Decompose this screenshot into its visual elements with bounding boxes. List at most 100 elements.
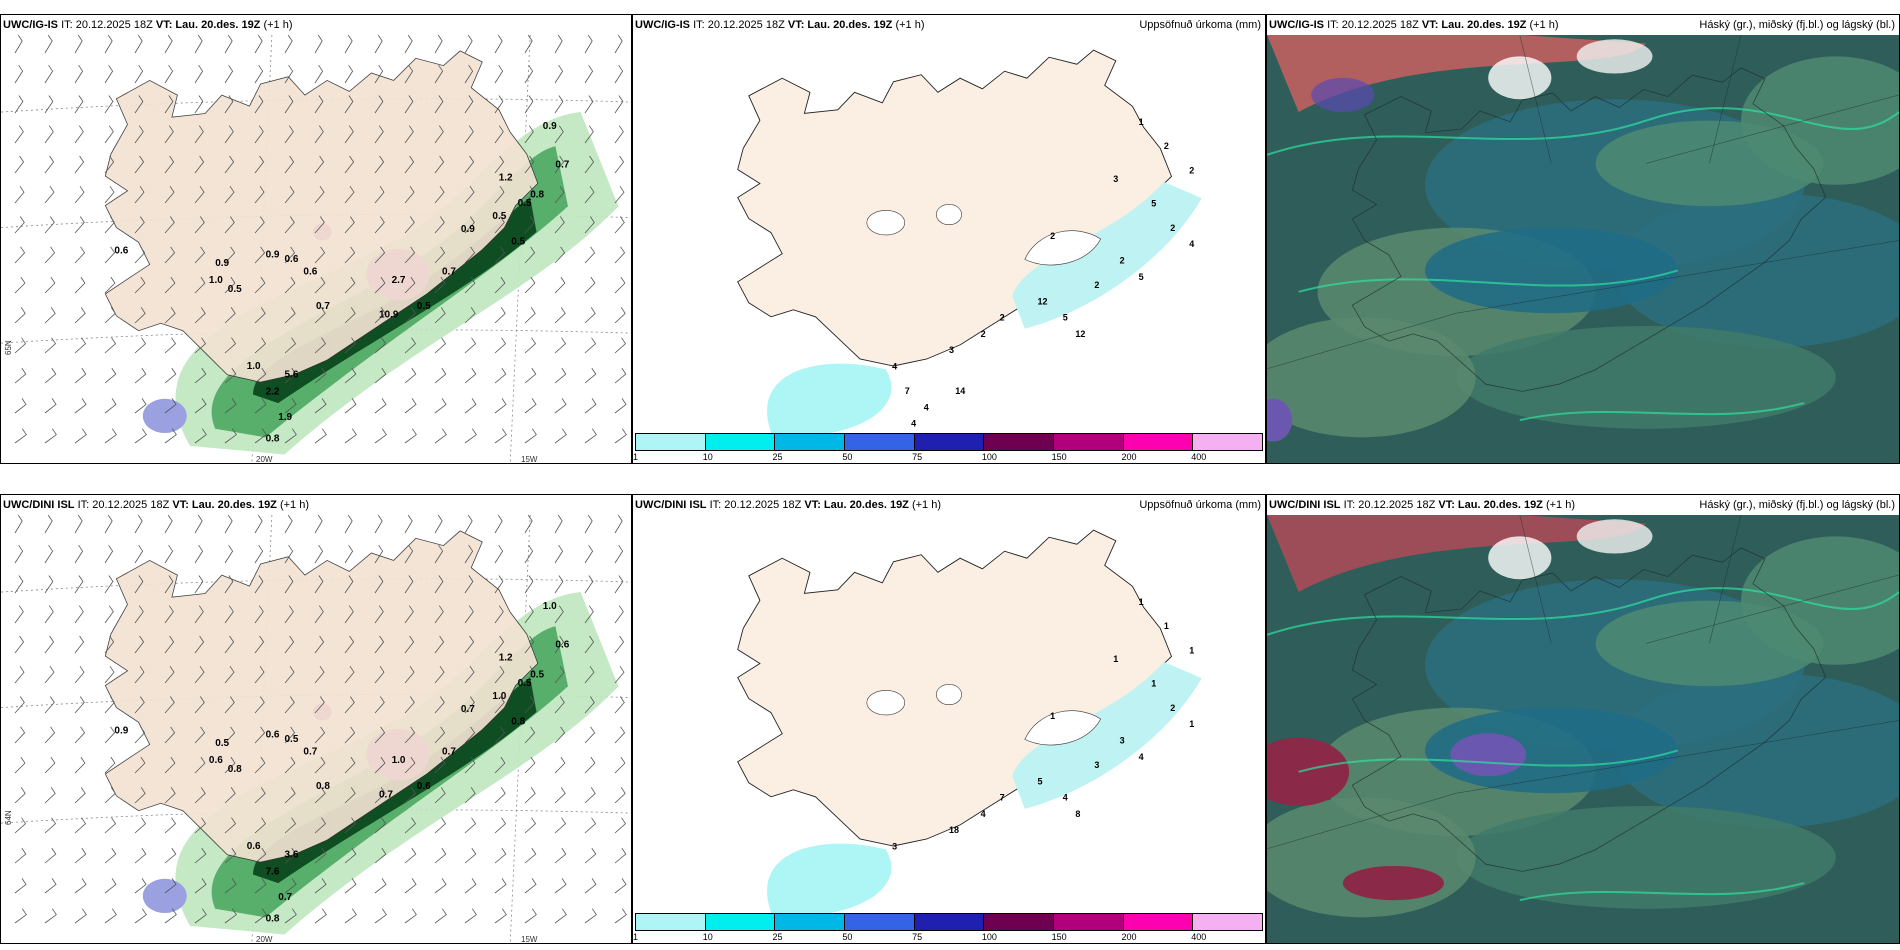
wind-barb bbox=[524, 125, 534, 144]
wind-barb bbox=[494, 95, 504, 114]
wind-barb bbox=[224, 726, 236, 744]
wind-barb bbox=[584, 665, 595, 684]
wind-barb bbox=[464, 64, 474, 84]
wind-barb bbox=[224, 155, 235, 174]
wind-barb bbox=[524, 544, 534, 564]
wind-barb bbox=[524, 64, 534, 84]
wind-barb bbox=[314, 756, 326, 774]
wind-barb bbox=[194, 665, 205, 684]
wind-barb bbox=[524, 276, 536, 294]
wind-barb bbox=[254, 337, 267, 354]
wind-barb bbox=[104, 276, 116, 294]
wind-barb bbox=[314, 155, 325, 174]
wind-barb bbox=[464, 398, 477, 414]
wind-barb bbox=[584, 125, 594, 144]
wind-barb bbox=[434, 216, 445, 234]
wind-barb bbox=[584, 878, 597, 894]
lat-label-65n: 65N bbox=[4, 340, 13, 355]
precip-value-label: 2 bbox=[1189, 166, 1194, 176]
wind-barb bbox=[14, 665, 25, 684]
wind-barb bbox=[194, 605, 204, 624]
wind-barb bbox=[524, 185, 535, 204]
wind-barb bbox=[164, 155, 175, 174]
wind-barb bbox=[74, 756, 86, 774]
precip-value-label: 4 bbox=[1139, 752, 1144, 762]
wind-barb bbox=[284, 605, 294, 624]
wind-barb bbox=[374, 246, 386, 264]
precip-value-label: 2 bbox=[981, 329, 986, 339]
wind-barb bbox=[434, 575, 444, 594]
lon-label-15w: 15W bbox=[521, 455, 538, 464]
wind-barb bbox=[224, 216, 235, 234]
wind-barb bbox=[194, 155, 205, 174]
panel-cloud-bottom: UWC/DINI ISL IT: 20.12.2025 18Z VT: Lau.… bbox=[1266, 494, 1900, 944]
precip-value-label: 10.9 bbox=[379, 310, 399, 321]
wind-barb bbox=[134, 95, 144, 114]
wind-barb bbox=[164, 847, 177, 864]
wind-barb bbox=[164, 544, 174, 564]
wind-barb bbox=[524, 817, 537, 834]
wind-barb bbox=[164, 878, 177, 894]
wind-barb bbox=[194, 817, 207, 834]
wind-barb bbox=[14, 756, 26, 774]
precip-value-label: 0.8 bbox=[266, 914, 280, 925]
wind-barb bbox=[14, 125, 24, 144]
colorbar-label: 400 bbox=[1191, 932, 1207, 942]
precip-value-label: 0.7 bbox=[379, 790, 393, 801]
wind-barb bbox=[404, 696, 415, 714]
wind-barb bbox=[554, 367, 567, 384]
precip-value-label: 7 bbox=[1000, 793, 1005, 803]
wind-barb bbox=[134, 696, 145, 714]
wind-barb bbox=[284, 847, 297, 864]
wind-barb bbox=[614, 515, 623, 534]
precip-value-label: 2 bbox=[1120, 256, 1125, 266]
wind-barb bbox=[584, 64, 594, 84]
wind-barb bbox=[44, 515, 53, 534]
wind-barb bbox=[194, 216, 205, 234]
wind-barb bbox=[104, 398, 117, 414]
wind-barb bbox=[254, 35, 263, 54]
wind-barb bbox=[344, 756, 356, 774]
precip-value-label: 0.9 bbox=[114, 725, 128, 736]
wind-barb bbox=[614, 276, 626, 294]
precip-value-label: 1.9 bbox=[278, 412, 292, 423]
lon-label-15w: 15W bbox=[521, 935, 538, 944]
wind-barb bbox=[494, 515, 503, 534]
precip-value-label: 1.2 bbox=[499, 173, 513, 184]
precip-value-label: 18 bbox=[949, 825, 959, 835]
wind-barb bbox=[134, 64, 144, 84]
wind-barb bbox=[284, 95, 294, 114]
wind-barb bbox=[194, 726, 206, 744]
precip-value-label: 0.6 bbox=[114, 245, 128, 256]
cloud-layer bbox=[1614, 673, 1899, 828]
wind-barb bbox=[374, 696, 385, 714]
precip-value-label: 0.7 bbox=[316, 301, 330, 312]
panel-header: UWC/IG-IS IT: 20.12.2025 18Z VT: Lau. 20… bbox=[3, 19, 293, 31]
wind-barb bbox=[404, 878, 417, 894]
wind-barb bbox=[554, 908, 567, 924]
wind-barb bbox=[314, 398, 327, 414]
precip-value-label: 0.5 bbox=[518, 678, 532, 689]
wind-barb bbox=[104, 216, 115, 234]
wind-barb bbox=[44, 908, 57, 924]
wind-barb bbox=[284, 185, 295, 204]
precip-value-label: 0.7 bbox=[442, 267, 456, 278]
panel-wind-bottom: UWC/DINI ISL IT: 20.12.2025 18Z VT: Lau.… bbox=[0, 494, 632, 944]
wind-barb bbox=[44, 337, 57, 354]
wind-barb bbox=[284, 246, 296, 264]
wind-barb bbox=[554, 605, 564, 624]
wind-barb bbox=[554, 696, 565, 714]
precip-value-label: 2 bbox=[1000, 313, 1005, 323]
wind-barb bbox=[314, 605, 324, 624]
wind-barb bbox=[74, 605, 84, 624]
wind-barb bbox=[164, 605, 174, 624]
wind-barb bbox=[74, 95, 84, 114]
colorbar-label: 200 bbox=[1121, 932, 1137, 942]
wind-barb bbox=[74, 847, 87, 864]
wind-barb bbox=[614, 307, 626, 324]
wind-barb bbox=[104, 665, 115, 684]
wind-barb bbox=[104, 787, 116, 804]
precip-colorbar bbox=[635, 913, 1263, 931]
wind-barb bbox=[104, 847, 117, 864]
wind-barb bbox=[224, 908, 237, 924]
